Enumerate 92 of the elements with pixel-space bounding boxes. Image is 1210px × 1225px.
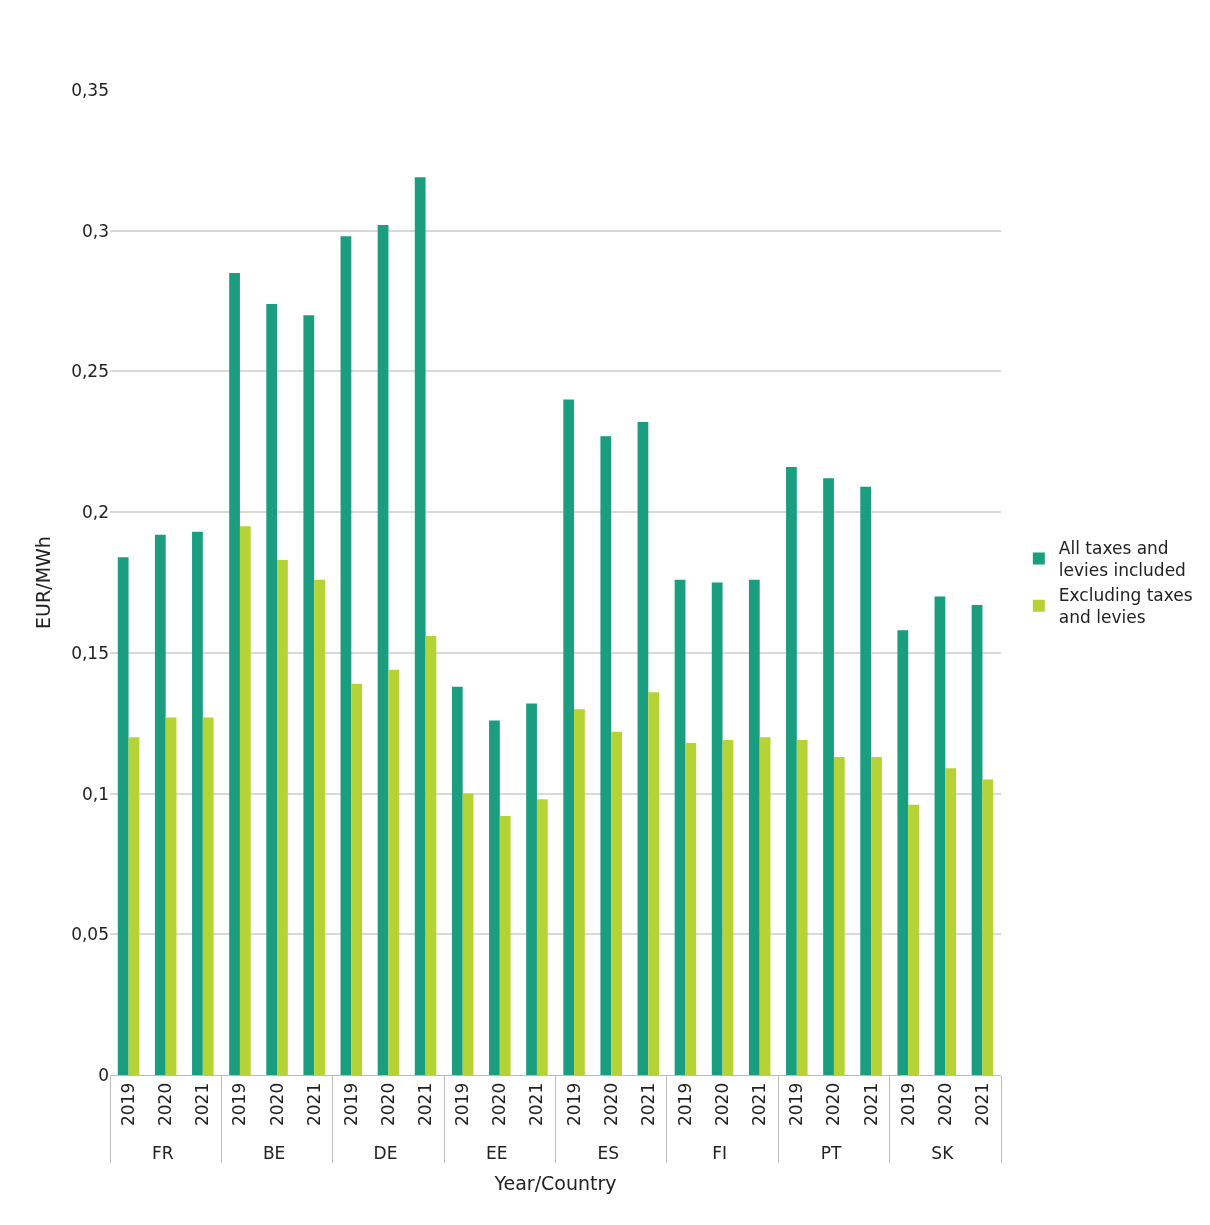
x-tick-label: 2020 [489,1082,510,1127]
x-tick-label: 2020 [934,1082,955,1127]
text: BE [262,1142,286,1163]
y-tick-label: 0,2 [81,502,109,523]
x-tick-label: 2019 [563,1082,584,1127]
bar [674,579,686,1075]
text: ES [597,1142,619,1163]
text: EE [486,1142,508,1163]
bar [871,756,882,1075]
bar [648,692,660,1075]
bar [833,756,845,1075]
x-tick-label: 2020 [266,1082,287,1127]
bar [202,717,214,1075]
bar [611,731,622,1075]
bar [711,582,723,1075]
x-tick-label: 2020 [155,1082,176,1127]
bar [637,422,649,1075]
bar [786,467,797,1075]
x-tick-label: 2020 [377,1082,398,1127]
bar [154,534,166,1075]
y-tick-label: 0,05 [71,924,109,945]
bar [165,717,177,1075]
x-tick-label: 2021 [303,1082,324,1127]
bar [388,669,400,1075]
bar [759,737,771,1075]
bar [377,225,389,1075]
x-tick-label: 2021 [971,1082,992,1127]
bar [340,236,352,1075]
bar [526,703,537,1075]
bar [303,315,315,1075]
x-tick-label: 2019 [786,1082,807,1127]
y-tick-label: 0 [98,1064,109,1085]
bar [117,557,129,1075]
bar [277,559,288,1075]
x-tick-label: 2021 [637,1082,658,1127]
bar [982,779,994,1075]
x-tick-label: 2019 [118,1082,139,1127]
text: FR [151,1142,174,1163]
bar [489,720,500,1075]
x-axis-title: Year/Country [493,1172,617,1195]
x-tick-label: 2021 [749,1082,770,1127]
x-tick-label: 2020 [712,1082,733,1127]
y-tick-label: 0,3 [81,220,109,241]
x-tick-label: 2019 [897,1082,918,1127]
y-tick-label: 0,25 [71,361,109,382]
text: DE [373,1142,398,1163]
bar [351,683,363,1075]
x-tick-label: 2019 [340,1082,361,1127]
text: SK [931,1142,955,1163]
bar [425,635,437,1075]
bar [414,177,426,1075]
x-tick-label: 2020 [600,1082,621,1127]
x-tick-label: 2019 [229,1082,250,1127]
bar [908,804,919,1075]
bar [897,630,909,1075]
bar [239,526,251,1075]
bar [462,793,474,1075]
bar [128,737,140,1075]
x-tick-label: 2021 [860,1082,881,1127]
bar [722,740,734,1075]
bar [563,399,575,1075]
bar [600,436,612,1075]
bar [314,579,325,1075]
bar [192,531,203,1075]
x-tick-label: 2021 [192,1082,213,1127]
x-tick-label: 2019 [674,1082,695,1127]
bar [796,740,808,1075]
bar [748,579,760,1075]
bar [499,816,511,1075]
legend-label: All taxes and levies included [1058,538,1186,581]
bar [536,799,548,1075]
y-tick-label: 0,15 [71,642,109,663]
bar [266,303,278,1075]
bar [971,605,983,1075]
y-axis-title: EUR/MWh [31,536,54,629]
bar [685,742,697,1075]
bar [823,478,834,1075]
x-tick-label: 2021 [415,1082,436,1127]
legend-label: Excluding taxes and levies [1058,585,1193,628]
bar [934,596,946,1075]
text: PT [820,1142,842,1163]
bar [945,768,957,1075]
x-tick-label: 2020 [823,1082,844,1127]
y-tick-label: 0,1 [81,783,109,804]
text: FI [712,1142,727,1163]
bar [574,709,585,1075]
x-tick-label: 2021 [526,1082,547,1127]
x-tick-label: 2019 [452,1082,473,1127]
y-tick-label: 0,35 [71,79,109,100]
bar [451,686,463,1075]
bar [229,272,240,1075]
bar [860,486,872,1075]
